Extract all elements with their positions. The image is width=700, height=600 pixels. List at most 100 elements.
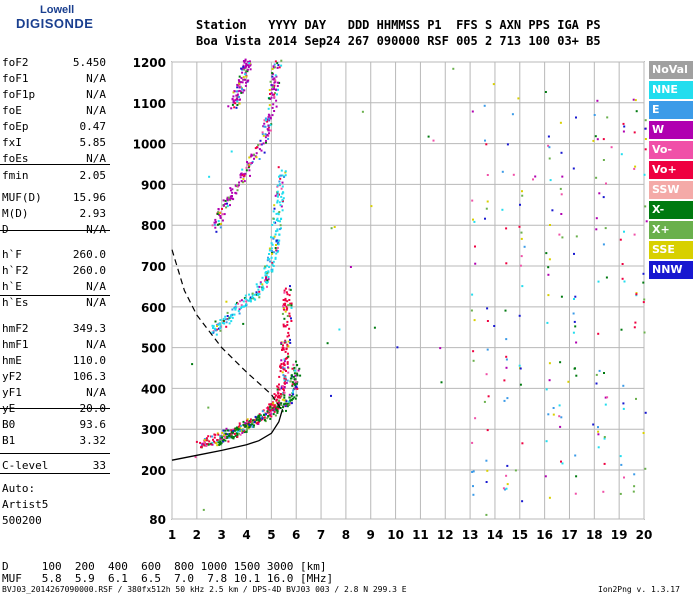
param-name: hmF2 [2,322,29,335]
noise-point [643,298,646,301]
echo-point [267,113,270,116]
noise-point [326,342,329,345]
echo-point [272,65,275,68]
noise-point [545,252,548,255]
y-tick-label: 300 [141,423,166,437]
noise-point [572,331,575,334]
echo-point [242,64,245,67]
noise-point [603,372,605,374]
echo-point [277,396,280,399]
echo-point [280,174,283,177]
echo-point [225,325,228,328]
noise-point [520,231,523,234]
echo-point [284,174,287,177]
param-value: 5.450 [72,56,106,69]
echo-point [274,74,277,77]
echo-point [232,101,235,104]
noise-point [547,413,550,416]
noise-point [549,179,552,182]
echo-point [240,299,243,302]
echo-point [281,398,284,401]
echo-point [270,250,273,252]
echo-point [241,431,244,434]
echo-point [218,443,221,446]
noise-point [486,348,489,351]
echo-point [269,405,272,408]
echo-point [276,81,279,84]
echo-point [222,199,225,202]
echo-point [278,175,280,178]
noise-point [485,373,488,376]
noise-point [622,402,625,405]
echo-point [234,102,237,105]
echo-point [284,378,287,381]
echo-point [226,202,228,205]
echo-point [239,81,242,84]
echo-point [243,431,246,434]
echo-point [236,428,239,431]
echo-point [249,298,252,301]
param-value: 0.47 [79,120,107,133]
echo-point [249,68,252,71]
echo-point [246,79,249,82]
echo-point [268,247,271,250]
autoscale-label: Auto: [2,482,36,495]
noise-point [547,273,550,276]
echo-point [232,100,235,103]
noise-point [505,487,508,490]
noise-point [493,325,496,327]
echo-point [269,409,272,412]
noise-point [644,205,647,208]
echo-point [263,119,266,122]
echo-point [287,304,290,307]
noise-point [635,110,638,113]
echo-point [261,417,264,420]
echo-point [249,155,252,158]
echo-point [226,315,229,317]
x-tick-label: 18 [586,528,603,542]
param-row: fxI 5.85 [2,136,106,149]
noise-point [560,460,562,463]
noise-point [597,332,600,335]
echo-point [295,386,298,389]
noise-point [642,281,645,284]
echo-point [285,308,288,311]
echo-point [272,406,275,409]
noise-point [349,266,352,268]
echo-point [269,403,272,406]
echo-point [288,315,291,318]
noise-point [574,454,577,457]
param-value: 15.96 [72,191,106,204]
echo-point [282,303,285,306]
legend-item-x: X- [649,201,693,219]
echo-point [279,370,282,373]
echo-point [234,308,237,311]
echo-point [223,213,226,216]
noise-point [602,490,605,493]
echo-point [272,103,275,106]
echo-point [282,374,285,377]
echo-point [229,195,232,198]
noise-point [474,262,477,265]
echo-point [264,117,267,120]
echo-point [222,429,225,432]
legend-item-w: W [649,121,693,139]
echo-point [268,414,271,417]
echo-point [232,436,235,438]
echo-point [283,304,286,306]
echo-point [245,75,248,78]
echo-point [218,213,220,216]
echo-point [272,260,275,263]
echo-point [273,393,276,396]
param-name: yF2 [2,370,22,383]
echo-point [281,181,284,184]
echo-point [243,67,246,69]
param-name: h`Es [2,296,29,309]
echo-point [258,296,261,299]
echo-point [267,256,269,259]
noise-point [548,258,551,261]
echo-point [265,407,268,410]
echo-point [281,174,284,177]
echo-point [247,66,250,68]
echo-point [210,443,213,446]
